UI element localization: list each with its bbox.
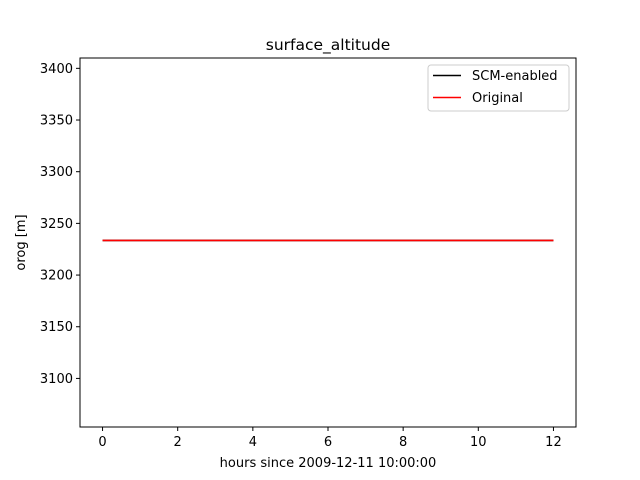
x-tick-label: 8 bbox=[399, 435, 407, 450]
legend-label-original: Original bbox=[472, 91, 523, 106]
legend-box bbox=[427, 64, 570, 112]
x-axis-ticks: 0 2 4 6 8 10 12 bbox=[98, 427, 562, 450]
legend: SCM-enabled Original bbox=[427, 64, 570, 112]
y-tick-label: 3150 bbox=[40, 320, 73, 335]
x-tick-label: 4 bbox=[249, 435, 257, 450]
x-tick-label: 2 bbox=[174, 435, 182, 450]
y-tick-label: 3250 bbox=[40, 217, 73, 232]
y-tick-label: 3200 bbox=[40, 269, 73, 284]
x-tick-label: 0 bbox=[98, 435, 106, 450]
y-axis-ticks: 3100 3150 3200 3250 3300 3350 3400 bbox=[40, 62, 80, 387]
legend-label-scm-enabled: SCM-enabled bbox=[472, 69, 558, 84]
x-tick-label: 6 bbox=[324, 435, 332, 450]
y-tick-label: 3400 bbox=[40, 62, 73, 77]
y-tick-label: 3100 bbox=[40, 372, 73, 387]
x-axis-label: hours since 2009-12-11 10:00:00 bbox=[220, 456, 437, 471]
y-axis-label: orog [m] bbox=[14, 214, 29, 270]
x-tick-label: 10 bbox=[470, 435, 487, 450]
y-tick-label: 3300 bbox=[40, 165, 73, 180]
chart-title: surface_altitude bbox=[266, 36, 391, 55]
x-tick-label: 12 bbox=[545, 435, 562, 450]
plot-frame bbox=[79, 57, 577, 428]
y-tick-label: 3350 bbox=[40, 114, 73, 129]
